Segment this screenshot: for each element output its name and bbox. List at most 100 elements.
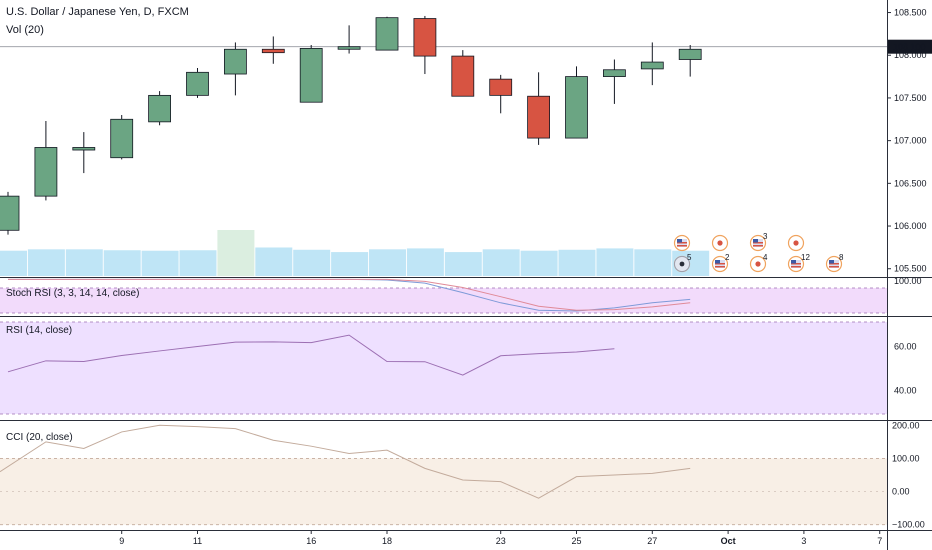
jp-flag-icon[interactable] <box>749 255 767 273</box>
volume-bar <box>444 252 482 276</box>
flag-stripe <box>753 242 763 244</box>
flag-stripe <box>715 263 725 265</box>
volume-bar <box>103 250 141 276</box>
us-flag-icon[interactable] <box>749 234 767 252</box>
rsi-tick-label: 60.00 <box>894 342 917 352</box>
volume-bar <box>0 250 27 276</box>
volume-label: Vol (20) <box>6 24 44 36</box>
candle-body <box>565 76 588 139</box>
volume-bar <box>141 250 179 276</box>
time-tick-label: 18 <box>382 536 392 546</box>
flag-stripe <box>791 266 801 268</box>
stoch-d-line <box>8 278 691 311</box>
volume-bar <box>65 249 103 276</box>
price-tick-label: 108.500 <box>894 8 927 18</box>
price-tick-label: 106.000 <box>894 221 927 231</box>
cci-tick-label: 100.00 <box>892 453 920 463</box>
time-tick-label: 16 <box>306 536 316 546</box>
candle-body <box>148 94 172 123</box>
volume-bar <box>520 250 558 276</box>
volume-bar <box>179 250 217 276</box>
cci-tick-label: 200.00 <box>892 420 920 430</box>
cci-line <box>0 424 691 499</box>
rsi-tick-label: 40.00 <box>894 385 917 395</box>
volume-bar <box>482 249 520 276</box>
cci-title: CCI (20, close) <box>6 432 73 443</box>
time-tick-label: 23 <box>496 536 506 546</box>
price-tick-label: 107.000 <box>894 136 927 146</box>
flag-canton <box>791 260 796 264</box>
price-tick-label: 108.000 <box>894 50 927 60</box>
volume-bar <box>217 230 255 276</box>
jp-flag-icon[interactable] <box>711 234 729 252</box>
last-price-value: 108.100 <box>893 42 926 52</box>
event-count: 3 <box>763 232 768 241</box>
volume-bar <box>406 248 444 276</box>
candle-body <box>489 78 513 96</box>
flag-stripe <box>791 263 801 265</box>
us-flag-icon[interactable] <box>787 255 805 273</box>
volume-bar <box>558 249 596 276</box>
time-tick-label: 27 <box>647 536 657 546</box>
time-tick-label: Oct <box>721 536 736 546</box>
flag-sun <box>793 240 799 246</box>
candle-body <box>261 48 285 54</box>
volume-bar <box>27 249 65 276</box>
event-selected-icon[interactable] <box>673 255 691 273</box>
jp-flag-icon[interactable] <box>787 234 805 252</box>
flag-stripe <box>829 263 839 265</box>
flag-canton <box>829 260 834 264</box>
event-count: 4 <box>763 253 768 262</box>
rsi-line <box>7 334 615 376</box>
event-count: 12 <box>801 253 810 262</box>
flag-stripe <box>677 242 687 244</box>
price-tick-label: 106.500 <box>894 178 927 188</box>
candle-body <box>223 48 247 75</box>
candle-body <box>603 69 626 77</box>
time-tick-label: 3 <box>801 536 806 546</box>
time-tick-label: 25 <box>571 536 581 546</box>
candle-body <box>110 118 134 159</box>
price-tick-label: 105.500 <box>894 264 927 274</box>
volume-bar <box>596 248 634 276</box>
stoch-tick-label: 100.00 <box>894 276 922 286</box>
volume-bar <box>255 247 293 276</box>
flag-stripe <box>677 245 687 247</box>
time-tick-label: 9 <box>119 536 124 546</box>
us-flag-icon[interactable] <box>711 255 729 273</box>
flag-canton <box>715 260 720 264</box>
event-count: 5 <box>687 253 692 262</box>
candle-body <box>678 48 702 60</box>
candle-body <box>34 147 58 197</box>
candle-body <box>72 147 96 151</box>
rsi-title: RSI (14, close) <box>6 325 72 336</box>
cci-tick-label: −100.00 <box>892 520 925 530</box>
us-flag-icon[interactable] <box>825 255 843 273</box>
us-flag-icon[interactable] <box>673 234 691 252</box>
event-count: 2 <box>725 253 730 262</box>
volume-bar <box>293 249 331 276</box>
event-count: 8 <box>839 253 844 262</box>
candle-body <box>337 46 361 50</box>
flag-canton <box>677 239 682 243</box>
candle-body <box>186 71 209 96</box>
candle-body <box>451 55 475 97</box>
time-tick-label: 11 <box>193 536 202 546</box>
cci-tick-label: 0.00 <box>892 487 910 497</box>
candle-body <box>527 95 550 139</box>
time-tick-label: 7 <box>877 536 882 546</box>
stoch-band <box>0 288 887 313</box>
price-tick-label: 107.500 <box>894 93 927 103</box>
candle-body <box>640 61 664 70</box>
event-dot <box>679 261 685 267</box>
candle-body <box>413 18 437 57</box>
volume-bar <box>369 249 406 276</box>
volume-bar <box>331 252 369 276</box>
candle-body <box>299 48 323 103</box>
flag-stripe <box>829 266 839 268</box>
candle-body <box>375 17 399 51</box>
stoch-title: Stoch RSI (3, 3, 14, 14, close) <box>6 288 139 299</box>
flag-sun <box>717 240 723 246</box>
flag-canton <box>753 239 758 243</box>
